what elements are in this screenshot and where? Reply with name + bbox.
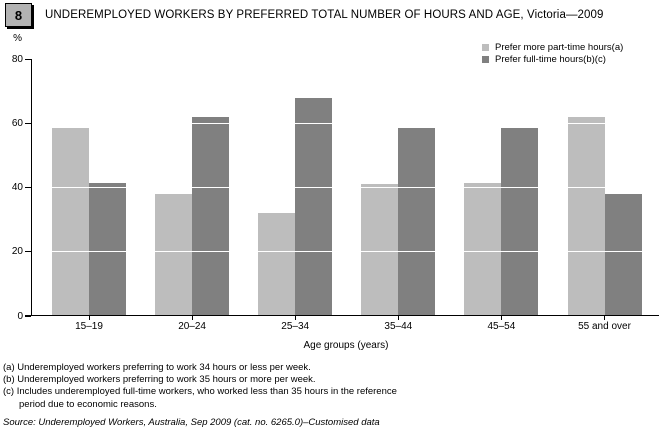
bar-part-time (567, 116, 605, 316)
category-label: 35–44 (384, 321, 413, 332)
y-tick-label: 60 (11, 117, 23, 129)
legend-swatch-part-time (482, 43, 489, 51)
legend-row-part-time: Prefer more part-time hours(a) (482, 41, 623, 54)
white-gridline (32, 186, 658, 189)
footnotes: (a) Underemployed workers preferring to … (3, 362, 403, 411)
footnote-c: (c) Includes underemployed full-time wor… (3, 386, 397, 410)
footnote-b: (b) Underemployed workers preferring to … (3, 374, 316, 386)
y-tick-mark (25, 122, 31, 124)
x-tick-mark (294, 316, 296, 320)
y-tick-mark (25, 315, 31, 317)
white-gridline (32, 122, 658, 124)
legend-label-part-time: Prefer more part-time hours(a) (495, 41, 624, 53)
y-tick-label: 0 (17, 310, 23, 322)
figure-number: 8 (14, 7, 23, 23)
x-tick-mark (191, 316, 193, 320)
bar-full-time (295, 97, 333, 316)
footnote-a: (a) Underemployed workers preferring to … (3, 362, 311, 373)
category-label: 45–54 (487, 321, 516, 332)
category-label: 55 and over (578, 321, 631, 332)
source-line: Source: Underemployed Workers, Australia… (3, 417, 380, 428)
legend-row-full-time: Prefer full-time hours(b)(c) (482, 54, 623, 67)
bar-full-time (604, 193, 642, 316)
bar-part-time (258, 213, 296, 316)
x-axis-title: Age groups (years) (303, 340, 389, 351)
x-tick-mark (397, 316, 399, 320)
x-tick-mark (500, 316, 502, 320)
bar-part-time (52, 128, 89, 316)
y-tick-mark (25, 58, 31, 60)
x-tick-mark (604, 316, 605, 320)
y-tick-label: 40 (11, 182, 23, 193)
legend-swatch-full-time (482, 56, 489, 64)
legend: Prefer more part-time hours(a) Prefer fu… (482, 41, 623, 66)
category-label: 20–24 (178, 321, 206, 332)
y-axis-unit-label: % (13, 33, 22, 44)
bar-part-time (361, 184, 399, 316)
x-tick-mark (88, 316, 90, 320)
bar-full-time (192, 116, 230, 316)
y-tick-label: 80 (11, 53, 23, 65)
category-label: 15–19 (75, 321, 103, 332)
figure-number-badge: 8 (5, 3, 32, 27)
bar-full-time (89, 182, 126, 316)
y-tick-label: 20 (11, 246, 23, 258)
y-axis-line (31, 59, 32, 316)
legend-label-full-time: Prefer full-time hours(b)(c) (495, 54, 606, 66)
y-tick-mark (25, 251, 31, 253)
y-tick-mark (25, 187, 31, 188)
bar-full-time (501, 128, 539, 316)
bar-part-time (155, 193, 193, 316)
white-gridline (32, 251, 658, 253)
category-label: 25–34 (281, 321, 310, 332)
chart-title: UNDEREMPLOYED WORKERS BY PREFERRED TOTAL… (45, 9, 604, 21)
bar-part-time (464, 182, 502, 316)
x-axis-line (25, 315, 659, 316)
bar-full-time (398, 128, 436, 316)
